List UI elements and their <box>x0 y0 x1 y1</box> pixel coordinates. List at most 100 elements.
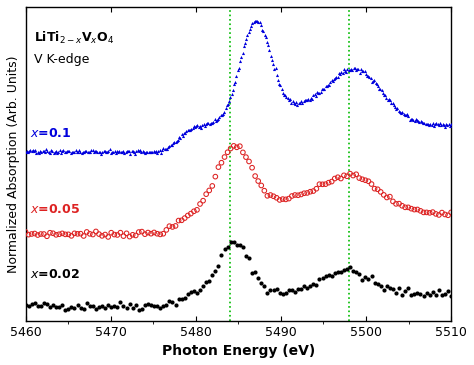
Point <box>271 66 278 72</box>
Point <box>96 149 104 155</box>
Point <box>31 231 38 237</box>
Point <box>378 88 385 93</box>
Point <box>211 269 219 274</box>
Point <box>432 292 439 298</box>
Point <box>270 193 277 199</box>
Point <box>60 147 67 153</box>
Point <box>254 18 261 24</box>
Point <box>165 298 173 304</box>
Point <box>410 291 418 297</box>
Point <box>380 192 388 198</box>
Point <box>316 276 323 282</box>
Point <box>172 223 179 229</box>
Point <box>33 150 40 155</box>
Point <box>233 145 241 150</box>
Point <box>162 146 170 152</box>
Point <box>297 286 305 292</box>
Point <box>233 242 241 247</box>
Point <box>307 283 314 289</box>
Point <box>285 287 292 293</box>
Point <box>30 148 38 154</box>
Point <box>196 123 204 129</box>
Point <box>407 116 415 122</box>
Point <box>368 181 375 187</box>
Point <box>383 195 391 200</box>
Point <box>98 303 106 308</box>
Point <box>301 190 308 196</box>
Point <box>89 232 97 238</box>
Point <box>441 291 449 297</box>
Point <box>26 148 33 154</box>
Point <box>202 121 210 127</box>
Point <box>260 28 267 34</box>
Point <box>303 285 311 291</box>
Point <box>193 290 201 296</box>
Point <box>152 148 160 154</box>
Point <box>199 123 206 128</box>
Point <box>186 127 194 133</box>
Point <box>248 165 256 170</box>
Point <box>347 66 355 72</box>
Point <box>265 47 273 53</box>
Point <box>181 295 189 301</box>
Point <box>363 73 371 79</box>
Point <box>416 119 423 124</box>
Point <box>261 32 268 38</box>
Point <box>108 304 115 310</box>
Point <box>196 287 204 293</box>
Point <box>24 149 32 155</box>
Point <box>410 118 417 123</box>
Point <box>77 231 84 237</box>
Point <box>268 57 276 62</box>
Point <box>292 99 300 105</box>
Point <box>264 193 271 199</box>
Point <box>49 302 57 308</box>
Point <box>22 229 29 235</box>
Point <box>65 148 73 154</box>
Point <box>248 20 256 26</box>
Point <box>191 124 199 130</box>
Point <box>420 120 428 126</box>
Point <box>79 149 87 154</box>
Point <box>159 231 167 237</box>
Text: $x$=0.1: $x$=0.1 <box>30 127 71 140</box>
Point <box>286 96 294 102</box>
Point <box>137 147 144 153</box>
Point <box>75 147 83 153</box>
Point <box>190 208 198 214</box>
Point <box>371 77 378 82</box>
Point <box>307 189 314 195</box>
Point <box>127 151 134 157</box>
Point <box>43 146 50 152</box>
Point <box>46 150 54 155</box>
Point <box>46 230 54 236</box>
Point <box>419 120 427 126</box>
Point <box>396 109 404 115</box>
Point <box>379 90 387 96</box>
Point <box>67 150 74 156</box>
Point <box>306 97 313 103</box>
Point <box>444 212 452 218</box>
Point <box>184 212 191 218</box>
Point <box>95 231 103 237</box>
Point <box>392 201 400 207</box>
Point <box>342 69 350 75</box>
Point <box>299 100 306 106</box>
Point <box>263 39 271 45</box>
Point <box>374 281 382 287</box>
Point <box>374 84 382 89</box>
Point <box>106 147 113 153</box>
Point <box>28 231 36 237</box>
Point <box>209 272 216 278</box>
Point <box>432 211 439 217</box>
Point <box>357 66 365 72</box>
Point <box>207 120 215 126</box>
Point <box>41 149 49 154</box>
Point <box>213 118 221 123</box>
Point <box>322 181 329 187</box>
Point <box>447 121 455 127</box>
Point <box>308 96 316 102</box>
Point <box>334 269 342 274</box>
Point <box>39 148 46 154</box>
Point <box>237 58 244 64</box>
